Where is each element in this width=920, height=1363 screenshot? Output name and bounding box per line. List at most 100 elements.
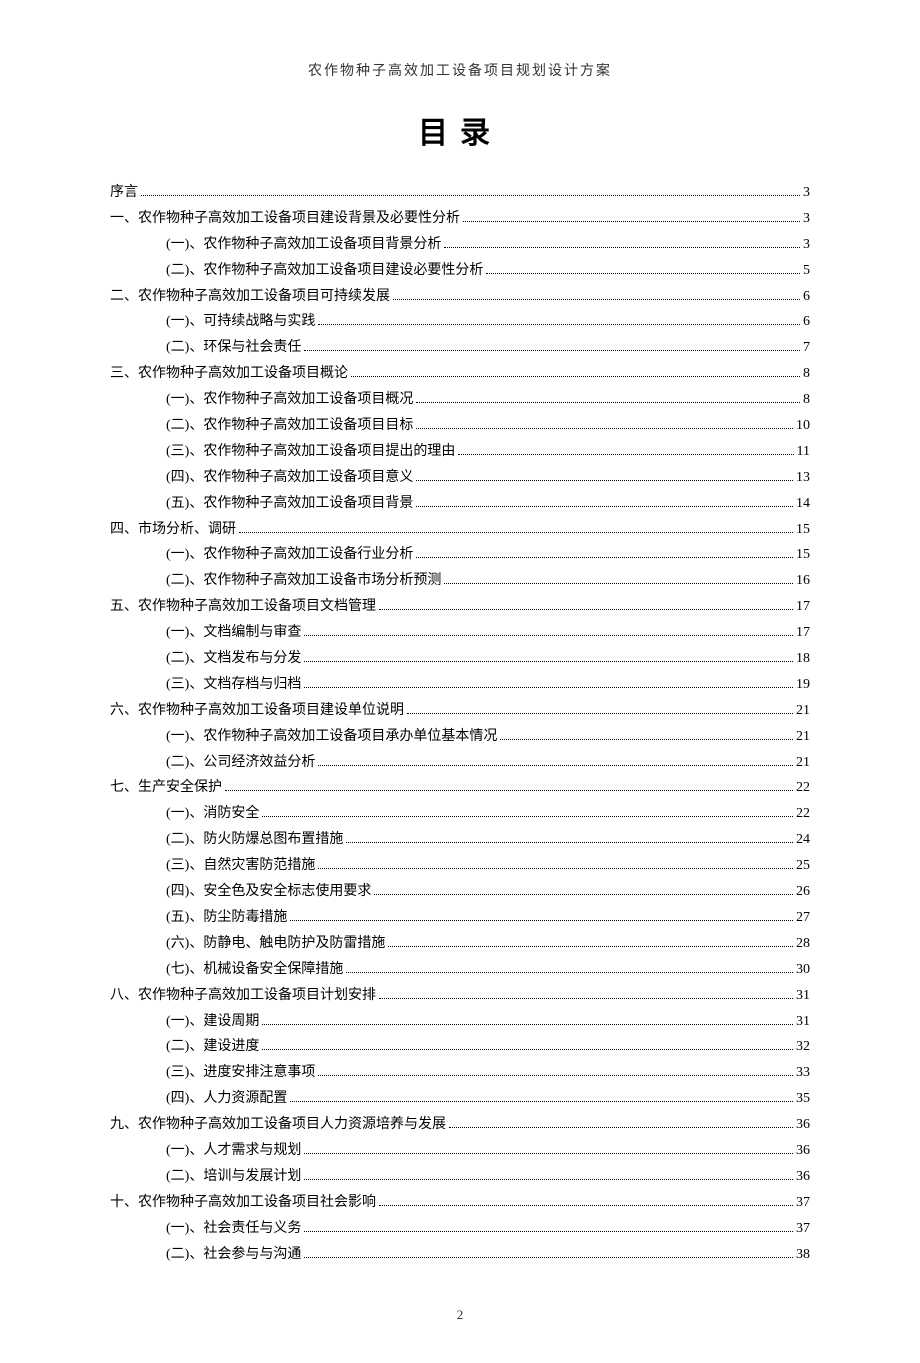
toc-entry-label: (三)、自然灾害防范措施 xyxy=(166,853,315,879)
page-number: 2 xyxy=(110,1307,810,1323)
toc-entry-label: 四、市场分析、调研 xyxy=(110,517,236,543)
toc-entry-label: (七)、机械设备安全保障措施 xyxy=(166,957,343,983)
toc-entry-page: 8 xyxy=(803,387,810,413)
toc-entry-page: 26 xyxy=(796,879,810,905)
toc-dot-leader xyxy=(449,1127,793,1128)
toc-entry-page: 14 xyxy=(796,491,810,517)
toc-dot-leader xyxy=(318,765,793,766)
toc-entry-label: (二)、农作物种子高效加工设备项目目标 xyxy=(166,413,413,439)
toc-dot-leader xyxy=(304,1257,793,1258)
toc-entry-page: 3 xyxy=(803,180,810,206)
page-title: 目录 xyxy=(110,108,810,152)
toc-dot-leader xyxy=(388,946,793,947)
toc-entry-label: (二)、公司经济效益分析 xyxy=(166,750,315,776)
toc-entry-label: (一)、农作物种子高效加工设备项目概况 xyxy=(166,387,413,413)
toc-entry: (二)、社会参与与沟通38 xyxy=(110,1242,810,1268)
toc-dot-leader xyxy=(374,894,793,895)
toc-dot-leader xyxy=(351,376,800,377)
toc-entry: (四)、农作物种子高效加工设备项目意义13 xyxy=(110,465,810,491)
toc-entry: (二)、建设进度 32 xyxy=(110,1034,810,1060)
toc-entry-page: 37 xyxy=(796,1190,810,1216)
toc-dot-leader xyxy=(444,247,800,248)
toc-entry: 五、农作物种子高效加工设备项目文档管理17 xyxy=(110,594,810,620)
toc-entry-label: 一、农作物种子高效加工设备项目建设背景及必要性分析 xyxy=(110,206,460,232)
toc-entry: (一)、农作物种子高效加工设备项目背景分析3 xyxy=(110,232,810,258)
toc-dot-leader xyxy=(262,816,793,817)
toc-entry-page: 17 xyxy=(796,620,810,646)
toc-dot-leader xyxy=(141,195,800,196)
toc-entry-label: (二)、文档发布与分发 xyxy=(166,646,301,672)
toc-entry-page: 19 xyxy=(796,672,810,698)
toc-entry-label: (二)、环保与社会责任 xyxy=(166,335,301,361)
document-header: 农作物种子高效加工设备项目规划设计方案 xyxy=(110,60,810,80)
toc-entry: (二)、农作物种子高效加工设备项目建设必要性分析5 xyxy=(110,258,810,284)
toc-dot-leader xyxy=(290,920,793,921)
toc-dot-leader xyxy=(416,480,793,481)
toc-entry: 九、农作物种子高效加工设备项目人力资源培养与发展36 xyxy=(110,1112,810,1138)
toc-entry: (二)、农作物种子高效加工设备市场分析预测16 xyxy=(110,568,810,594)
toc-dot-leader xyxy=(416,428,793,429)
toc-dot-leader xyxy=(346,972,793,973)
toc-entry-label: (二)、防火防爆总图布置措施 xyxy=(166,827,343,853)
toc-entry: (一)、农作物种子高效加工设备行业分析 15 xyxy=(110,542,810,568)
toc-entry-label: (四)、人力资源配置 xyxy=(166,1086,287,1112)
toc-dot-leader xyxy=(463,221,800,222)
toc-dot-leader xyxy=(262,1024,793,1025)
toc-entry-label: (四)、安全色及安全标志使用要求 xyxy=(166,879,371,905)
toc-entry-page: 32 xyxy=(796,1034,810,1060)
toc-dot-leader xyxy=(304,635,793,636)
toc-entry-page: 6 xyxy=(803,284,810,310)
toc-entry-label: (一)、农作物种子高效加工设备项目承办单位基本情况 xyxy=(166,724,497,750)
toc-entry-page: 36 xyxy=(796,1138,810,1164)
toc-entry-label: (五)、农作物种子高效加工设备项目背景 xyxy=(166,491,413,517)
toc-entry-page: 21 xyxy=(796,698,810,724)
toc-entry: (二)、文档发布与分发 18 xyxy=(110,646,810,672)
toc-entry-label: (一)、可持续战略与实践 xyxy=(166,309,315,335)
toc-entry-page: 28 xyxy=(796,931,810,957)
toc-entry-label: (一)、农作物种子高效加工设备行业分析 xyxy=(166,542,413,568)
toc-entry: (三)、农作物种子高效加工设备项目提出的理由11 xyxy=(110,439,810,465)
toc-entry-label: 二、农作物种子高效加工设备项目可持续发展 xyxy=(110,284,390,310)
toc-dot-leader xyxy=(407,713,793,714)
toc-entry-label: (一)、消防安全 xyxy=(166,801,259,827)
toc-entry: (四)、人力资源配置35 xyxy=(110,1086,810,1112)
toc-entry: (三)、自然灾害防范措施25 xyxy=(110,853,810,879)
toc-entry-page: 18 xyxy=(796,646,810,672)
toc-dot-leader xyxy=(304,1179,793,1180)
toc-dot-leader xyxy=(304,350,800,351)
toc-entry-label: 十、农作物种子高效加工设备项目社会影响 xyxy=(110,1190,376,1216)
toc-entry-page: 15 xyxy=(796,542,810,568)
toc-entry-page: 33 xyxy=(796,1060,810,1086)
toc-entry-page: 31 xyxy=(796,983,810,1009)
toc-entry-page: 15 xyxy=(796,517,810,543)
toc-entry-label: 序言 xyxy=(110,180,138,206)
toc-entry: (一)、社会责任与义务37 xyxy=(110,1216,810,1242)
toc-entry: (一)、建设周期31 xyxy=(110,1009,810,1035)
toc-dot-leader xyxy=(304,1153,793,1154)
toc-entry: (五)、农作物种子高效加工设备项目背景 14 xyxy=(110,491,810,517)
toc-entry-label: 五、农作物种子高效加工设备项目文档管理 xyxy=(110,594,376,620)
toc-dot-leader xyxy=(416,557,793,558)
toc-entry: (一)、消防安全22 xyxy=(110,801,810,827)
toc-dot-leader xyxy=(318,1075,793,1076)
toc-entry-label: 九、农作物种子高效加工设备项目人力资源培养与发展 xyxy=(110,1112,446,1138)
toc-entry-page: 21 xyxy=(796,724,810,750)
toc-dot-leader xyxy=(379,609,793,610)
toc-entry: 三、农作物种子高效加工设备项目概论8 xyxy=(110,361,810,387)
toc-entry-label: (二)、建设进度 xyxy=(166,1034,259,1060)
toc-entry: (六)、防静电、触电防护及防雷措施28 xyxy=(110,931,810,957)
toc-dot-leader xyxy=(262,1049,793,1050)
toc-entry: (三)、文档存档与归档19 xyxy=(110,672,810,698)
toc-entry: 七、生产安全保护22 xyxy=(110,775,810,801)
toc-entry: (一)、农作物种子高效加工设备项目承办单位基本情况 21 xyxy=(110,724,810,750)
toc-dot-leader xyxy=(444,583,793,584)
toc-entry-label: (一)、文档编制与审查 xyxy=(166,620,301,646)
toc-entry: (四)、安全色及安全标志使用要求 26 xyxy=(110,879,810,905)
toc-entry-label: (四)、农作物种子高效加工设备项目意义 xyxy=(166,465,413,491)
toc-entry-label: (一)、农作物种子高效加工设备项目背景分析 xyxy=(166,232,441,258)
toc-entry-label: (三)、进度安排注意事项 xyxy=(166,1060,315,1086)
toc-entry-page: 30 xyxy=(796,957,810,983)
toc-entry: 十、农作物种子高效加工设备项目社会影响 37 xyxy=(110,1190,810,1216)
toc-entry: 八、农作物种子高效加工设备项目计划安排31 xyxy=(110,983,810,1009)
toc-entry-page: 8 xyxy=(803,361,810,387)
